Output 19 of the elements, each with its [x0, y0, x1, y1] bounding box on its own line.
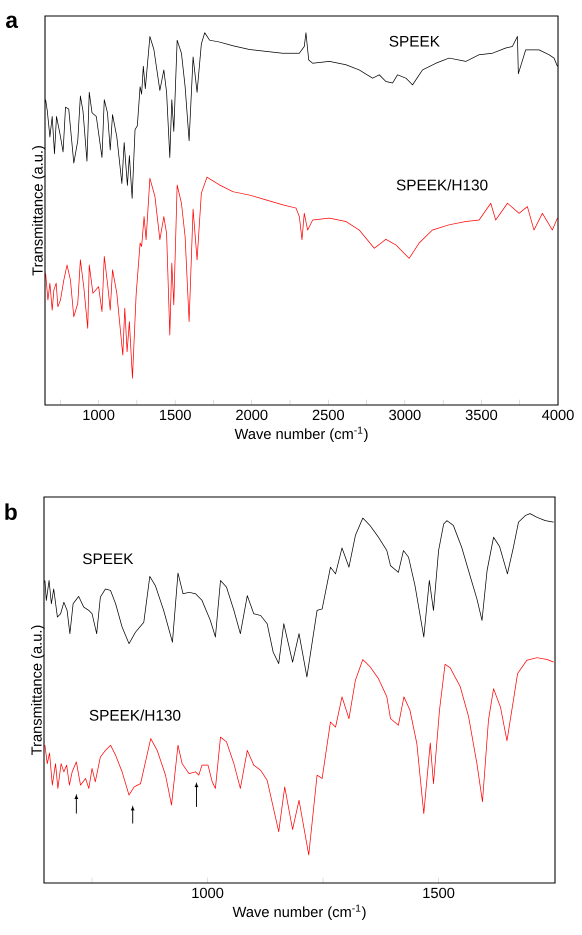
x-tick-label: 3000 — [389, 410, 421, 420]
y-axis-title: Transmittance (a.u.) — [30, 626, 45, 756]
x-tick-label: 2000 — [236, 410, 268, 420]
series-label: SPEEK/H130 — [90, 709, 180, 721]
x-tick-label: 1500 — [423, 888, 454, 898]
x-tick-label: 2500 — [312, 410, 344, 420]
series-label: SPEEK/H130 — [396, 179, 488, 190]
x-tick-label: 1500 — [160, 410, 191, 420]
series-label: SPEEK — [389, 36, 440, 47]
x-axis-title: Wave number (cm$^{-1}$) — [234, 426, 368, 442]
x-tick-label: 3500 — [466, 410, 498, 420]
x-tick-label: 4000 — [542, 410, 574, 420]
series-label: SPEEK — [82, 553, 134, 564]
y-axis-title: Transmittance (a.u.) — [32, 146, 46, 276]
chart-title: a — [6, 16, 18, 28]
x-axis-title: Wave number (cm$^{-1}$) — [232, 904, 366, 920]
chart-title: b — [5, 503, 17, 520]
x-tick-label: 1000 — [83, 410, 114, 420]
x-tick-label: 1000 — [192, 888, 224, 898]
